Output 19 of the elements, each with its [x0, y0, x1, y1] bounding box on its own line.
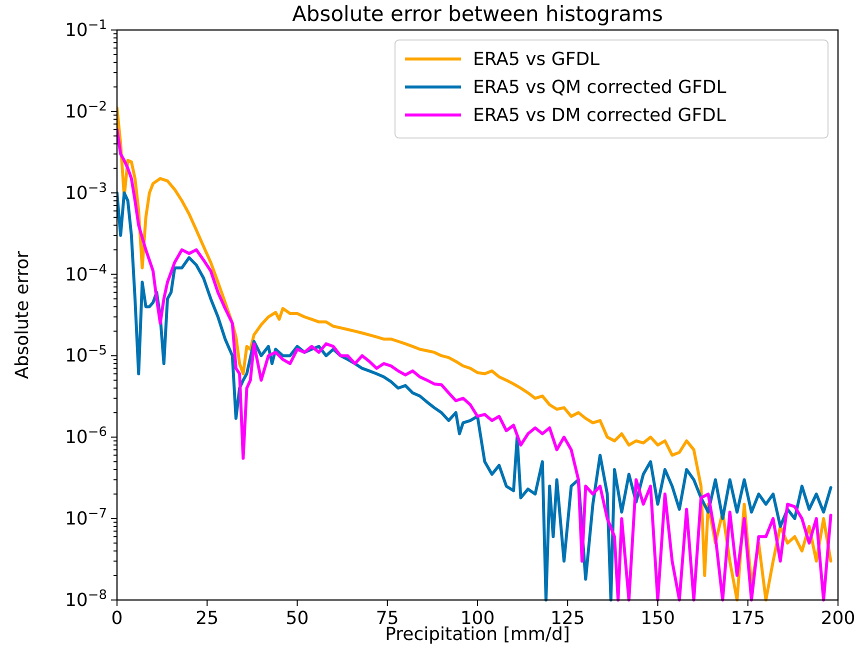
y-tick-label: 10$^{−8}$	[64, 588, 107, 611]
y-tick-label: 10$^{−6}$	[64, 424, 107, 448]
x-tick-label: 150	[640, 608, 675, 629]
y-tick-label: 10$^{−1}$	[64, 18, 107, 41]
x-tick-label: 50	[286, 608, 309, 629]
legend-label: ERA5 vs QM corrected GFDL	[473, 77, 726, 98]
x-tick-label: 200	[820, 608, 856, 629]
chart-title: Absolute error between histograms	[292, 2, 663, 26]
x-tick-label: 175	[730, 608, 766, 629]
y-tick-label: 10$^{−7}$	[64, 506, 107, 530]
y-tick-label: 10$^{−2}$	[64, 98, 107, 122]
x-tick-label: 25	[196, 608, 219, 629]
y-tick-label: 10$^{−3}$	[64, 180, 107, 204]
y-tick-label: 10$^{−4}$	[64, 262, 107, 286]
x-tick-label: 0	[111, 608, 123, 629]
legend-label: ERA5 vs DM corrected GFDL	[473, 105, 726, 126]
y-tick-label: 10$^{−5}$	[64, 343, 107, 367]
legend-label: ERA5 vs GFDL	[473, 49, 600, 70]
y-axis-title: Absolute error	[12, 250, 33, 379]
